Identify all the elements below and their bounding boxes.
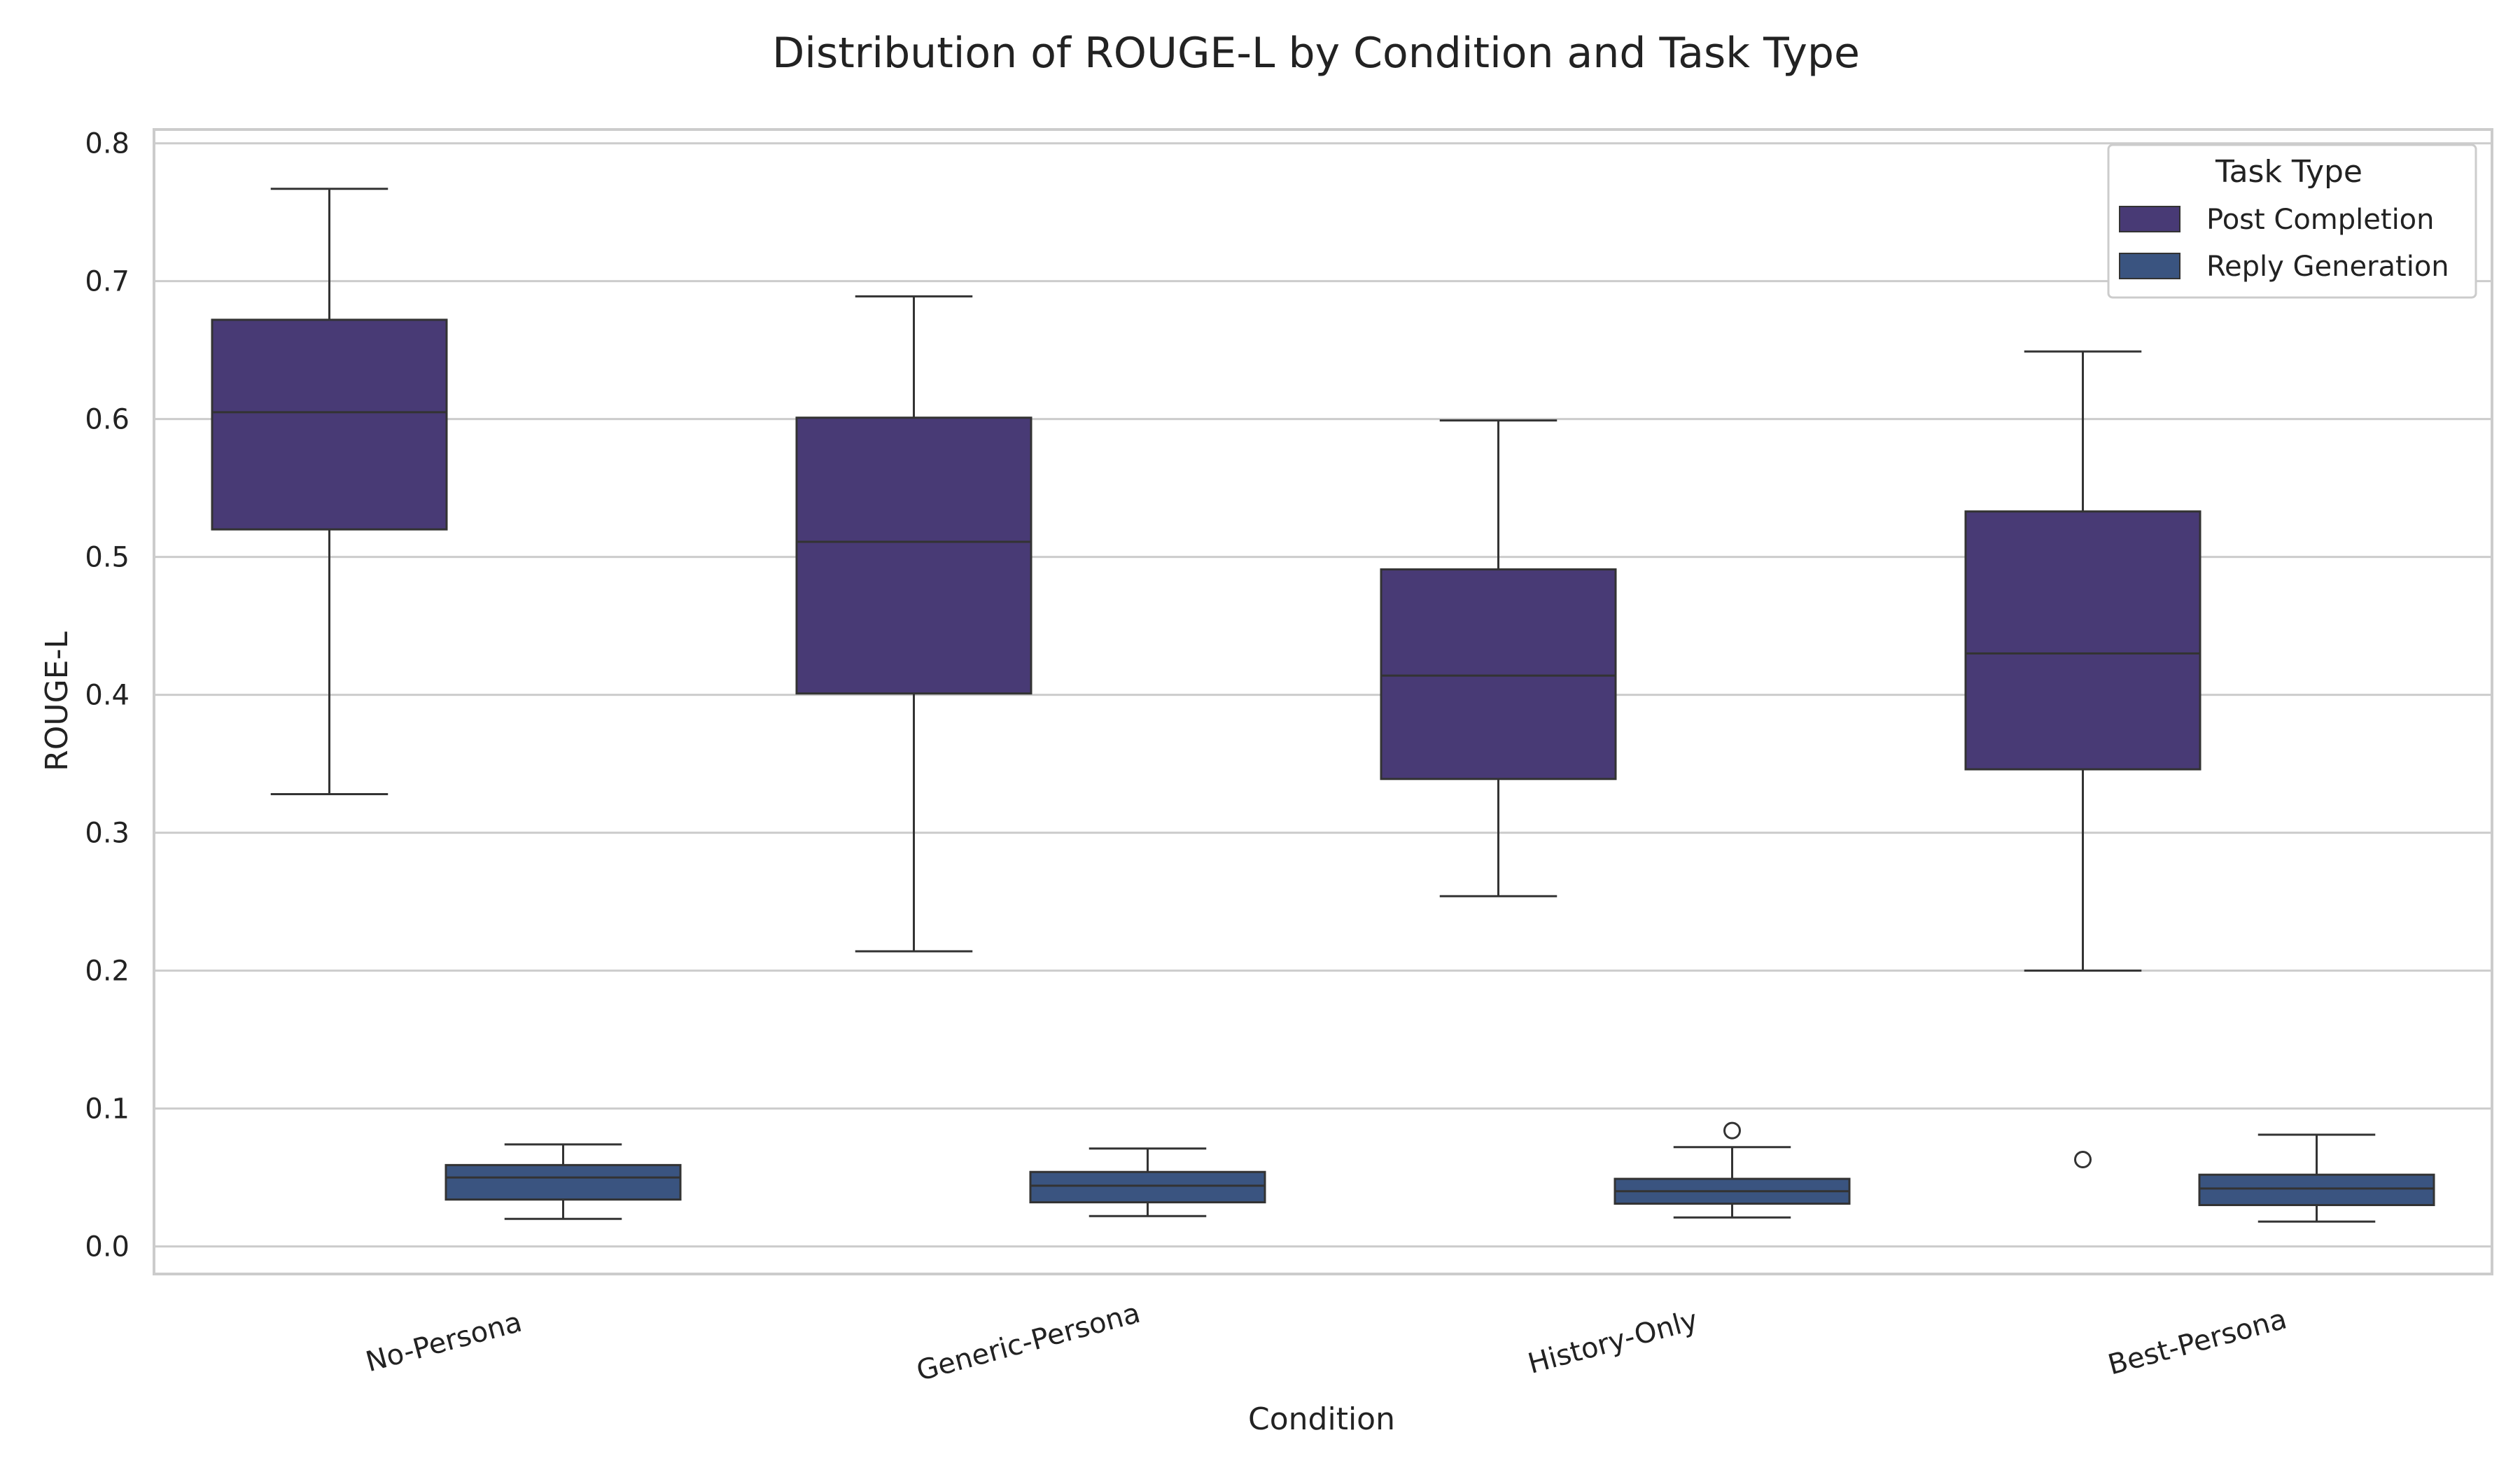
- y-tick-label: 0.3: [85, 818, 130, 850]
- box-history-only-post-completion: [1380, 419, 1617, 897]
- box-generic-persona-reply-generation: [1029, 1147, 1266, 1217]
- legend-title: Task Type: [2215, 154, 2362, 190]
- boxes: [211, 188, 2435, 1223]
- legend: Task Type Post Completion Reply Generatio…: [2107, 144, 2477, 299]
- box-best-persona-post-completion: [1964, 350, 2202, 1168]
- legend-label: Reply Generation: [2206, 251, 2449, 283]
- plot-area: 0.0 0.1 0.2 0.3 0.4 0.5 0.6 0.7 0.8 No-Persona Ge…: [85, 128, 2493, 1387]
- iqr-box: [444, 1163, 682, 1201]
- outlier-point: [2074, 1151, 2092, 1168]
- y-tick-label: 0.7: [85, 266, 130, 298]
- chart-title: Distribution of ROUGE-L by Condition and…: [772, 29, 1860, 78]
- x-tick-label: History-Only: [1525, 1304, 1701, 1380]
- x-tick-label: Best-Persona: [2105, 1303, 2290, 1381]
- y-tick-label: 0.4: [85, 680, 130, 712]
- iqr-box: [1380, 568, 1617, 780]
- box-generic-persona-post-completion: [795, 295, 1032, 953]
- box-history-only-reply-generation: [1614, 1121, 1851, 1219]
- y-tick-labels: 0.0 0.1 0.2 0.3 0.4 0.5 0.6 0.7 0.8: [85, 128, 130, 1264]
- legend-swatch: [2119, 253, 2180, 279]
- outlier-point: [1723, 1121, 1741, 1140]
- legend-items: Post Completion Reply Generation: [2119, 204, 2449, 283]
- iqr-box: [1964, 510, 2202, 771]
- legend-swatch: [2119, 206, 2180, 232]
- x-axis-label: Condition: [1248, 1401, 1395, 1437]
- legend-label: Post Completion: [2206, 204, 2435, 236]
- legend-frame: [2107, 144, 2477, 299]
- iqr-box: [795, 416, 1032, 695]
- y-tick-label: 0.6: [85, 404, 130, 436]
- y-tick-label: 0.2: [85, 955, 130, 988]
- y-tick-label: 0.0: [85, 1231, 130, 1264]
- x-tick-labels: No-Persona Generic-Persona History-Only Bes…: [363, 1297, 2290, 1387]
- x-tick-label: Generic-Persona: [913, 1297, 1144, 1387]
- iqr-box: [1029, 1170, 1266, 1204]
- y-tick-label: 0.5: [85, 542, 130, 574]
- box-best-persona-reply-generation: [2198, 1133, 2435, 1223]
- iqr-box: [2198, 1173, 2435, 1207]
- x-tick-label: No-Persona: [363, 1306, 526, 1379]
- y-tick-label: 0.1: [85, 1093, 130, 1126]
- y-axis-label: ROUGE-L: [39, 631, 75, 771]
- box-no-persona-reply-generation: [444, 1143, 682, 1220]
- iqr-box: [211, 318, 448, 531]
- box-no-persona-post-completion: [211, 188, 448, 795]
- y-tick-label: 0.8: [85, 128, 130, 160]
